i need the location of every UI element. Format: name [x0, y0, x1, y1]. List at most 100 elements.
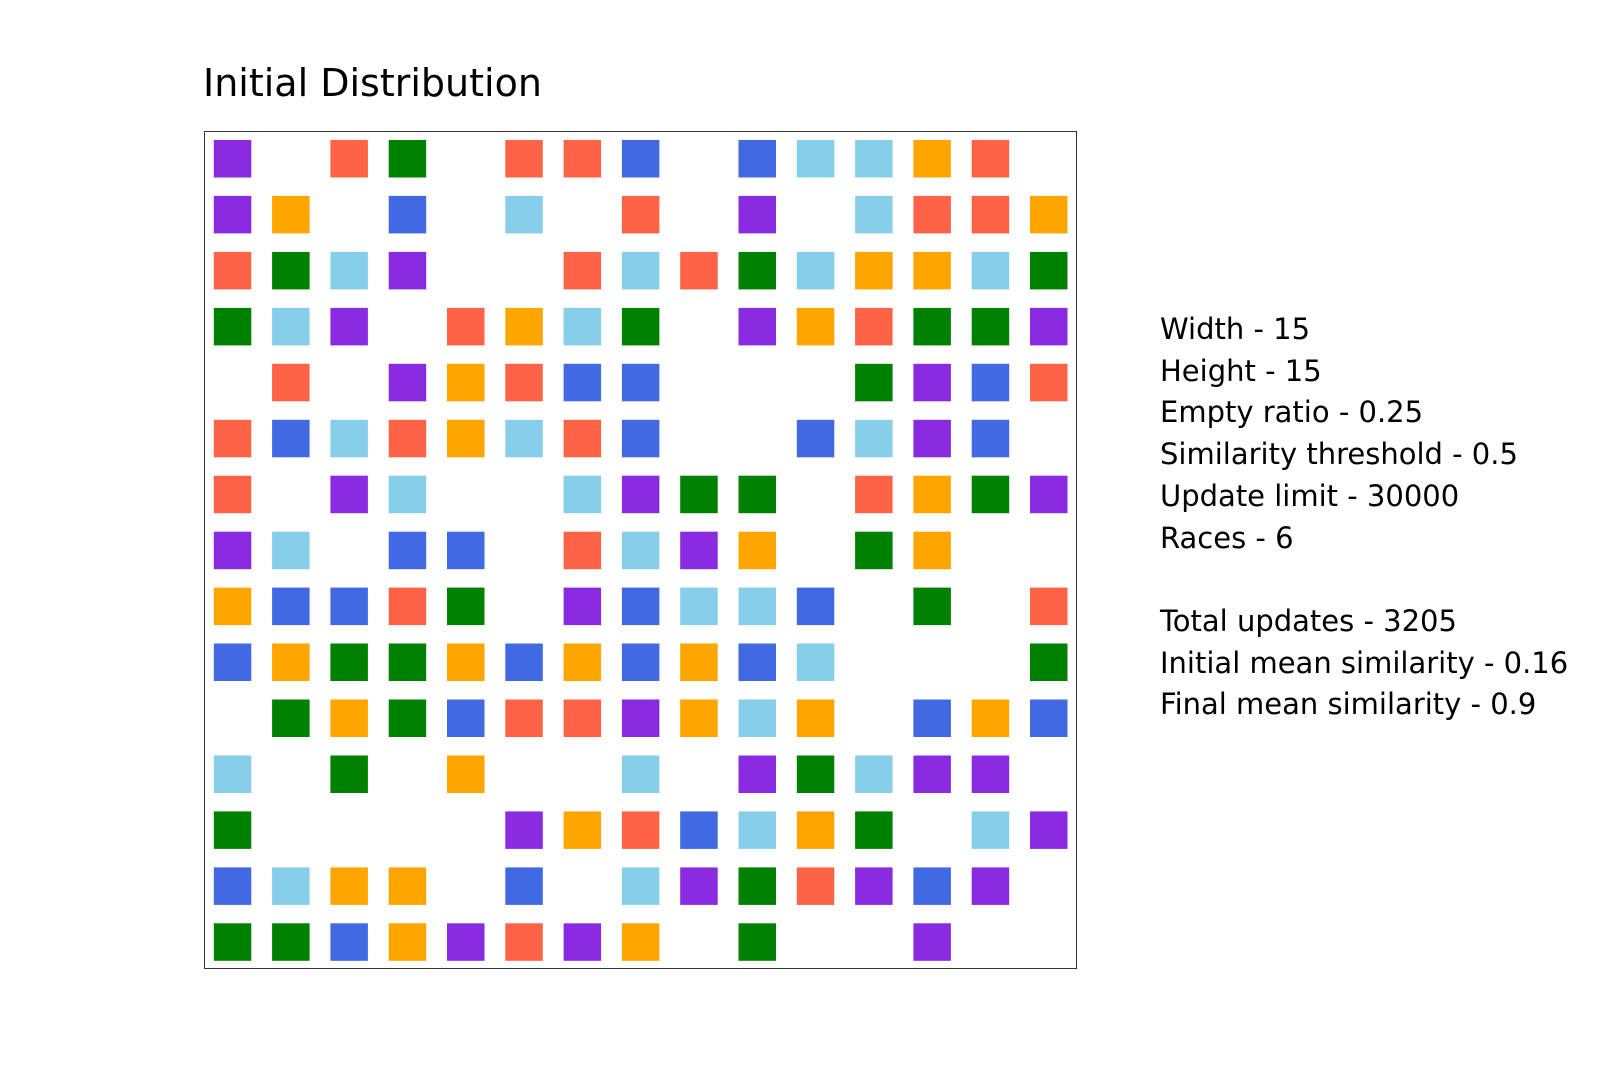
cell-r8-c14 [1030, 587, 1068, 626]
cell-r4-c14 [1030, 363, 1068, 402]
stat-races: Races - 6 [1160, 520, 1294, 555]
cell-r1-c5 [505, 195, 543, 234]
stat-spacer [1160, 559, 1568, 601]
cell-r0-c10 [796, 140, 835, 178]
cell-r7-c11 [855, 531, 893, 570]
cell-r14-c7 [621, 923, 660, 961]
cell-r2-c13 [971, 251, 1010, 290]
cell-r0-c3 [388, 140, 427, 178]
cell-r1-c12 [913, 195, 951, 234]
cell-r14-c1 [272, 923, 310, 961]
cell-r7-c4 [447, 531, 485, 570]
cell-r8-c4 [447, 587, 485, 626]
cell-r14-c0 [213, 923, 252, 961]
stat-empty-ratio: Empty ratio - 0.25 [1160, 395, 1424, 430]
cell-r7-c7 [621, 531, 660, 570]
cell-r3-c0 [213, 307, 252, 346]
cell-r0-c7 [621, 140, 660, 178]
cell-r1-c0 [213, 195, 252, 234]
stats-panel: Width - 15 Height - 15 Empty ratio - 0.2… [1160, 309, 1568, 726]
cell-r11-c13 [971, 755, 1010, 793]
cell-r10-c14 [1030, 699, 1068, 737]
cell-r9-c4 [447, 643, 485, 681]
cell-r8-c6 [563, 587, 602, 626]
cell-r6-c8 [680, 475, 718, 514]
cell-r2-c3 [388, 251, 427, 290]
cell-r13-c3 [388, 867, 427, 905]
cell-r4-c12 [913, 363, 951, 402]
cell-r13-c0 [213, 867, 252, 905]
cell-r7-c8 [680, 531, 718, 570]
cell-r9-c9 [738, 643, 776, 681]
cell-r11-c7 [621, 755, 660, 793]
cell-r2-c8 [680, 251, 718, 290]
cell-r2-c7 [621, 251, 660, 290]
cell-r12-c6 [563, 811, 602, 849]
cell-r14-c3 [388, 923, 427, 961]
cell-r3-c2 [330, 307, 368, 346]
cell-r0-c5 [505, 140, 543, 178]
cell-r10-c6 [563, 699, 602, 737]
cell-r6-c3 [388, 475, 427, 514]
cell-r12-c0 [213, 811, 252, 849]
cell-r2-c1 [272, 251, 310, 290]
cell-r14-c6 [563, 923, 602, 961]
cell-r11-c4 [447, 755, 485, 793]
cell-r14-c2 [330, 923, 368, 961]
cell-r6-c2 [330, 475, 368, 514]
cell-r5-c1 [272, 419, 310, 458]
stat-update-limit: Update limit - 30000 [1160, 478, 1460, 513]
cell-r4-c1 [272, 363, 310, 402]
cell-r1-c7 [621, 195, 660, 234]
cell-r5-c12 [913, 419, 951, 458]
cell-r0-c6 [563, 140, 602, 178]
cell-r2-c14 [1030, 251, 1068, 290]
cell-r3-c9 [738, 307, 776, 346]
cell-r8-c12 [913, 587, 951, 626]
cell-r6-c12 [913, 475, 951, 514]
cell-r13-c11 [855, 867, 893, 905]
cell-r10-c10 [796, 699, 835, 737]
cell-r12-c9 [738, 811, 776, 849]
cell-r6-c0 [213, 475, 252, 514]
cell-r12-c10 [796, 811, 835, 849]
cell-r8-c8 [680, 587, 718, 626]
cell-r1-c1 [272, 195, 310, 234]
cell-r9-c10 [796, 643, 835, 681]
cell-r10-c1 [272, 699, 310, 737]
cell-r6-c14 [1030, 475, 1068, 514]
cell-r7-c6 [563, 531, 602, 570]
cell-r0-c12 [913, 140, 951, 178]
cell-r5-c2 [330, 419, 368, 458]
cell-r0-c0 [213, 140, 252, 178]
cell-r2-c2 [330, 251, 368, 290]
cell-r7-c12 [913, 531, 951, 570]
cell-r8-c0 [213, 587, 252, 626]
cell-r13-c9 [738, 867, 776, 905]
cell-r4-c4 [447, 363, 485, 402]
cell-r5-c7 [621, 419, 660, 458]
cell-r4-c6 [563, 363, 602, 402]
cell-r9-c0 [213, 643, 252, 681]
cell-r1-c3 [388, 195, 427, 234]
cell-r13-c10 [796, 867, 835, 905]
cell-r5-c5 [505, 419, 543, 458]
cell-r2-c11 [855, 251, 893, 290]
cell-r12-c13 [971, 811, 1010, 849]
cell-r0-c13 [971, 140, 1010, 178]
cell-r11-c12 [913, 755, 951, 793]
cell-r6-c9 [738, 475, 776, 514]
cell-r10-c9 [738, 699, 776, 737]
cell-r13-c7 [621, 867, 660, 905]
cell-r5-c3 [388, 419, 427, 458]
cell-r2-c0 [213, 251, 252, 290]
cell-r6-c11 [855, 475, 893, 514]
cell-r9-c6 [563, 643, 602, 681]
cell-r7-c3 [388, 531, 427, 570]
cells-layer [213, 140, 1068, 961]
cell-r6-c6 [563, 475, 602, 514]
cell-r11-c9 [738, 755, 776, 793]
cell-r10-c8 [680, 699, 718, 737]
stat-initial-mean-similarity: Initial mean similarity - 0.16 [1160, 645, 1569, 680]
cell-r2-c9 [738, 251, 776, 290]
